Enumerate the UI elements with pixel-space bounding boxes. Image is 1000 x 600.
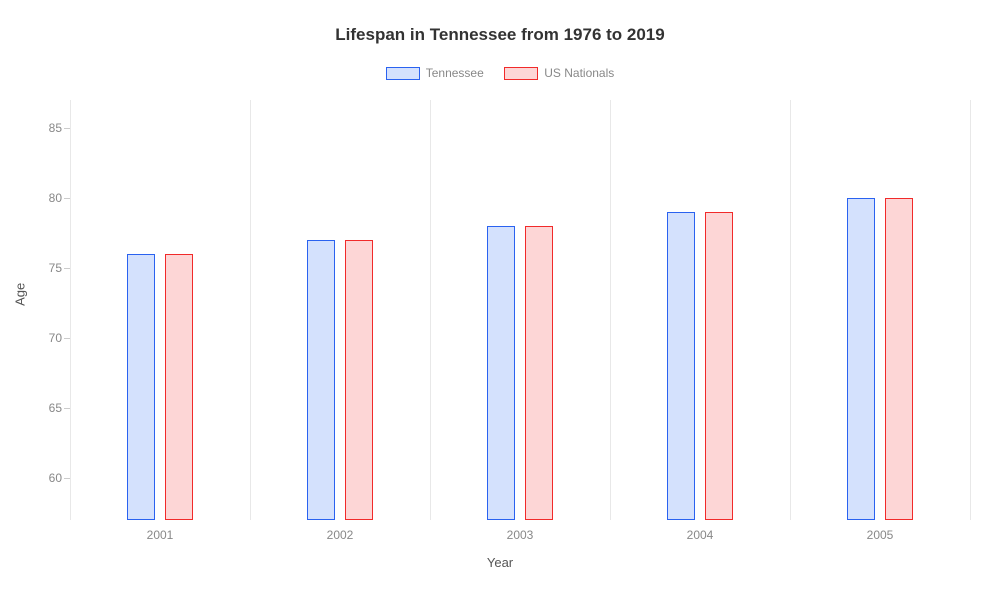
y-tick-mark: [64, 128, 70, 129]
grid-line: [970, 100, 971, 520]
bar: [705, 212, 733, 520]
bar: [487, 226, 515, 520]
grid-line: [250, 100, 251, 520]
grid-line: [70, 100, 71, 520]
grid-line: [430, 100, 431, 520]
chart-title: Lifespan in Tennessee from 1976 to 2019: [0, 25, 1000, 45]
legend-label-us-nationals: US Nationals: [544, 66, 614, 80]
grid-line: [790, 100, 791, 520]
y-tick-label: 60: [32, 471, 62, 485]
bar: [127, 254, 155, 520]
x-tick-label: 2005: [867, 528, 894, 542]
grid-line: [610, 100, 611, 520]
x-tick-label: 2001: [147, 528, 174, 542]
y-tick-mark: [64, 198, 70, 199]
y-tick-label: 75: [32, 261, 62, 275]
bar: [847, 198, 875, 520]
legend: Tennessee US Nationals: [0, 66, 1000, 85]
legend-swatch-tennessee: [386, 67, 420, 80]
plot-area: [70, 100, 970, 520]
y-tick-mark: [64, 268, 70, 269]
x-tick-label: 2002: [327, 528, 354, 542]
y-tick-mark: [64, 478, 70, 479]
legend-item-us-nationals: US Nationals: [504, 66, 614, 80]
x-axis-title: Year: [0, 555, 1000, 570]
legend-item-tennessee: Tennessee: [386, 66, 484, 80]
y-tick-label: 85: [32, 121, 62, 135]
bar: [525, 226, 553, 520]
y-tick-mark: [64, 408, 70, 409]
x-tick-label: 2003: [507, 528, 534, 542]
bar: [885, 198, 913, 520]
bar: [345, 240, 373, 520]
y-tick-mark: [64, 338, 70, 339]
x-tick-label: 2004: [687, 528, 714, 542]
y-tick-label: 80: [32, 191, 62, 205]
y-axis-title: Age: [13, 283, 28, 306]
bar: [667, 212, 695, 520]
legend-swatch-us-nationals: [504, 67, 538, 80]
bar: [165, 254, 193, 520]
y-tick-label: 70: [32, 331, 62, 345]
chart-container: Lifespan in Tennessee from 1976 to 2019 …: [0, 0, 1000, 600]
legend-label-tennessee: Tennessee: [426, 66, 484, 80]
bar: [307, 240, 335, 520]
y-tick-label: 65: [32, 401, 62, 415]
